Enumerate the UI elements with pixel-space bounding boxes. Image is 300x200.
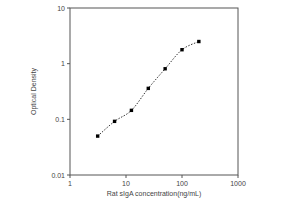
x-tick <box>238 175 239 178</box>
point <box>96 134 99 137</box>
x-tick <box>182 175 183 178</box>
y-tick-label: 1 <box>61 60 65 67</box>
x-tick <box>126 175 127 178</box>
point <box>197 40 200 43</box>
y-tick-label: 0.1 <box>55 116 65 123</box>
point <box>147 87 150 90</box>
x-tick-label: 10 <box>122 180 130 187</box>
x-tick-label: 1 <box>68 180 72 187</box>
point <box>113 120 116 123</box>
y-tick-label: 0.01 <box>51 172 65 179</box>
y-tick <box>67 8 70 9</box>
plot-area <box>96 40 201 138</box>
y-tick <box>67 63 70 64</box>
x-axis-label: Rat sIgA concentration(ng/mL) <box>107 190 202 198</box>
point <box>130 109 133 112</box>
y-axis-label: Optical Density <box>30 67 38 115</box>
y-tick <box>67 175 70 176</box>
y-tick <box>67 119 70 120</box>
plot-frame <box>70 8 238 175</box>
point <box>180 48 183 51</box>
curve <box>98 42 199 137</box>
y-tick-label: 10 <box>57 5 65 12</box>
x-tick-label: 100 <box>176 180 188 187</box>
x-tick-label: 1000 <box>230 180 246 187</box>
point <box>163 67 166 70</box>
